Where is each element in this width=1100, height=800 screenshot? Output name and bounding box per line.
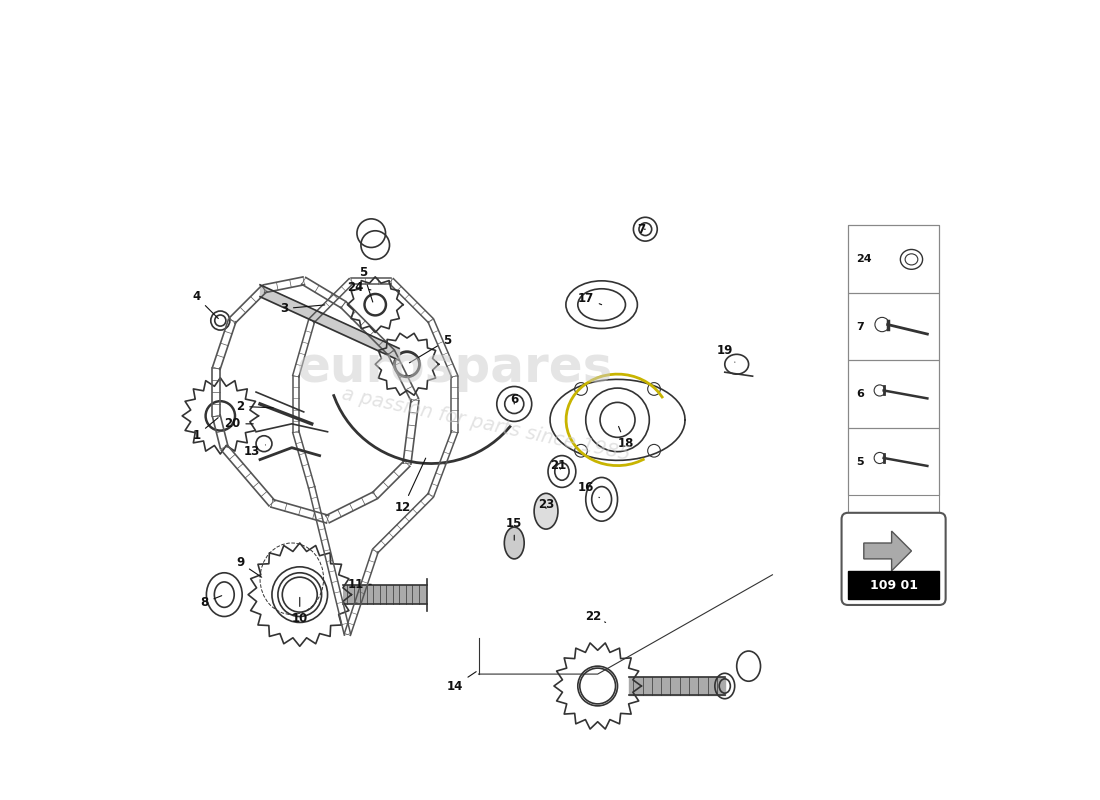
Text: 6: 6 xyxy=(510,394,518,406)
Text: 20: 20 xyxy=(224,418,253,430)
Ellipse shape xyxy=(504,527,525,559)
Text: 9: 9 xyxy=(236,556,262,578)
FancyBboxPatch shape xyxy=(842,513,946,605)
Text: 24: 24 xyxy=(856,254,871,264)
Bar xyxy=(848,293,939,360)
Ellipse shape xyxy=(535,494,558,529)
Bar xyxy=(848,226,939,293)
Text: 1: 1 xyxy=(192,418,218,442)
Text: 14: 14 xyxy=(447,672,476,693)
Text: 24: 24 xyxy=(348,281,371,294)
Bar xyxy=(848,360,939,428)
Text: 11: 11 xyxy=(348,578,372,591)
Text: 12: 12 xyxy=(395,458,426,514)
Text: 13: 13 xyxy=(244,445,265,458)
Text: 8: 8 xyxy=(200,596,222,609)
Text: 16: 16 xyxy=(578,481,600,498)
Text: 2: 2 xyxy=(236,400,273,413)
Text: 22: 22 xyxy=(585,610,606,622)
Text: 109 01: 109 01 xyxy=(870,578,917,592)
Polygon shape xyxy=(864,531,912,571)
Text: 6: 6 xyxy=(856,390,864,399)
Text: 23: 23 xyxy=(538,498,554,511)
Text: 3: 3 xyxy=(279,302,324,315)
Text: 7: 7 xyxy=(637,222,646,236)
Text: 10: 10 xyxy=(292,598,308,625)
Text: 18: 18 xyxy=(617,426,634,450)
Text: 5: 5 xyxy=(856,457,864,467)
Text: 21: 21 xyxy=(550,458,566,472)
Text: 5: 5 xyxy=(409,334,451,363)
Bar xyxy=(848,571,939,598)
Text: 17: 17 xyxy=(578,292,602,305)
Text: 7: 7 xyxy=(856,322,864,332)
Text: 15: 15 xyxy=(506,517,522,540)
Text: eurospares: eurospares xyxy=(297,344,613,392)
Bar xyxy=(848,428,939,495)
Text: 4: 4 xyxy=(192,290,218,318)
Text: 19: 19 xyxy=(716,344,735,362)
Text: 5: 5 xyxy=(360,266,373,302)
Text: a passion for parts since 1985: a passion for parts since 1985 xyxy=(340,384,632,464)
FancyBboxPatch shape xyxy=(848,226,939,527)
